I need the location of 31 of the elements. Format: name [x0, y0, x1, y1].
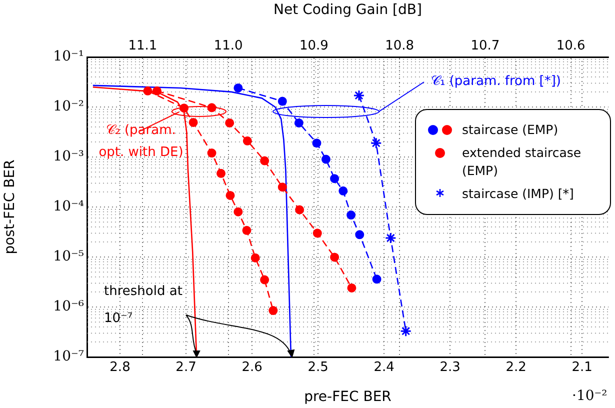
x-axis-title: pre-FEC BER [304, 389, 392, 406]
y-tick-label: 10⁻⁵ [53, 248, 84, 265]
x2-tick-label: 11.0 [214, 38, 243, 54]
y-tick-label: 10⁻⁴ [53, 198, 84, 215]
legend-label: extended staircase (EMP) [462, 144, 582, 180]
x-tick-label: 2.4 [374, 360, 394, 376]
x-tick-label: 2.8 [110, 360, 130, 376]
y-axis-title: post-FEC BER [2, 159, 18, 254]
legend-label: staircase (IMP) [*] [462, 185, 575, 203]
annotation: 𝒞₂ (param. opt. with DE) [98, 122, 184, 162]
x2-tick-label: 10.6 [556, 38, 586, 54]
text: ·10⁻² [572, 387, 608, 406]
x-tick-label: 2.6 [242, 360, 262, 376]
x2-tick-label: 10.8 [385, 38, 414, 54]
x2-tick-label: 10.9 [299, 38, 328, 54]
x-tick-label: 2.2 [506, 360, 526, 376]
y-tick-label: 10⁻² [53, 98, 84, 115]
x-tick-label: 2.1 [572, 360, 592, 376]
annotation: 𝒞₁ (param. from [*]) [431, 73, 561, 91]
y-tick-label: 10⁻⁷ [53, 348, 84, 365]
annotation: threshold at 10⁻⁷ [104, 283, 184, 328]
y-tick-label: 10⁻¹ [53, 48, 84, 65]
x-tick-label: 2.7 [176, 360, 196, 376]
y-tick-label: 10⁻⁶ [53, 298, 84, 315]
y-tick-label: 10⁻³ [53, 148, 84, 165]
x-tick-label: 2.5 [308, 360, 328, 376]
x2-tick-label: 10.7 [470, 38, 500, 54]
x2-axis-title: Net Coding Gain [dB] [274, 2, 422, 18]
x-tick-label: 2.3 [440, 360, 460, 376]
legend-label: staircase (EMP) [462, 121, 560, 139]
x2-tick-label: 11.1 [128, 38, 158, 54]
